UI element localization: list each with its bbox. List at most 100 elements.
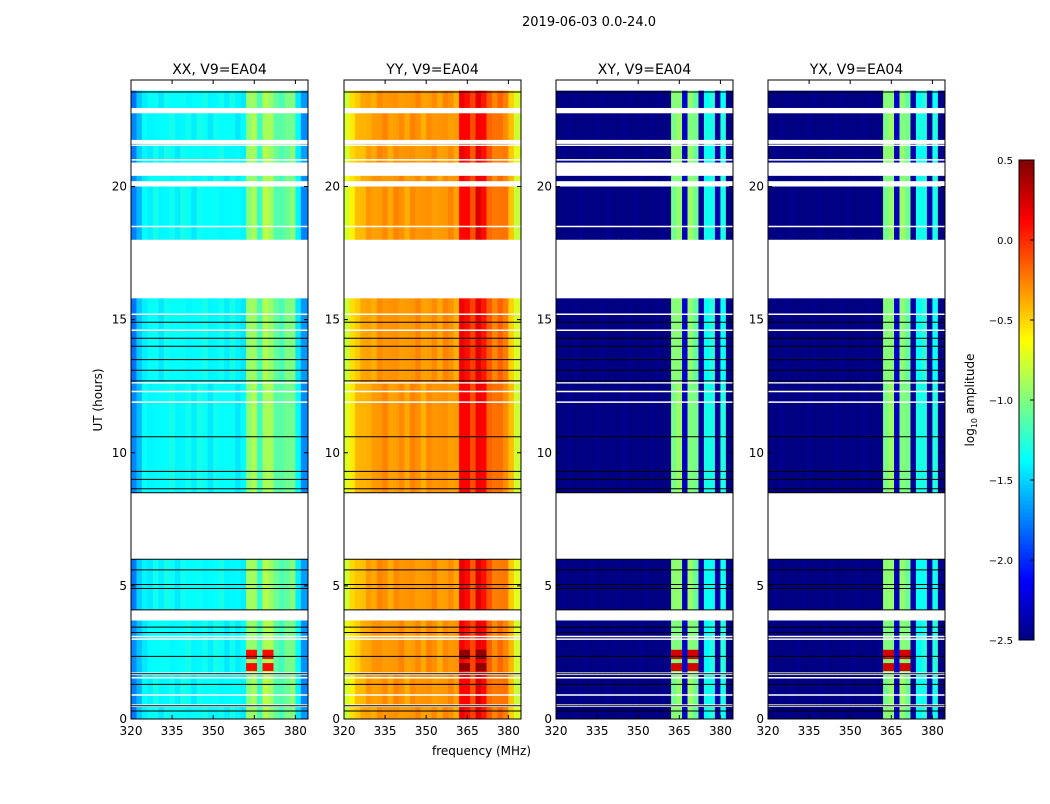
heatmap-cell (371, 675, 378, 705)
heatmap-cell (883, 113, 889, 140)
heatmap-cell (833, 620, 840, 673)
heatmap-cell (349, 175, 356, 182)
heatmap-cell (583, 707, 590, 719)
heatmap-cell (420, 383, 427, 493)
heatmap-cell (671, 675, 677, 705)
heatmap-cell (262, 620, 269, 673)
heatmap-cell-event (464, 649, 471, 660)
heatmap-cell (464, 186, 471, 240)
heatmap-cell (561, 675, 568, 705)
heatmap-cell (251, 175, 258, 182)
heatmap-cell (431, 298, 438, 383)
heatmap-cell (246, 707, 252, 719)
heatmap-cell (273, 90, 280, 108)
x-tick-label: 335 (586, 724, 609, 738)
heatmap-cell (768, 90, 774, 108)
colorbar-segment (1019, 252, 1034, 257)
heatmap-cell (387, 620, 394, 673)
heatmap-cell (921, 620, 928, 673)
heatmap-cell (800, 707, 807, 719)
heatmap-cell (470, 113, 476, 140)
heatmap-cell (398, 175, 405, 182)
heatmap-cell (180, 186, 187, 240)
heatmap-cell (295, 298, 302, 383)
colorbar-segment (1019, 552, 1034, 557)
heatmap-cell (605, 675, 612, 705)
heatmap-cell (147, 90, 154, 108)
heatmap-cell (257, 113, 263, 140)
heatmap-cell (833, 383, 840, 493)
heatmap-cell (910, 383, 917, 493)
colorbar-segment (1019, 304, 1034, 309)
heatmap-cell (158, 298, 165, 383)
heatmap-cell (894, 90, 900, 108)
colorbar-segment (1019, 592, 1034, 597)
heatmap-cell (371, 113, 378, 140)
heatmap-cell (660, 186, 666, 240)
heatmap-cell (833, 675, 840, 705)
heatmap-cell (627, 383, 634, 493)
heatmap-cell (431, 707, 438, 719)
heatmap-cell (437, 707, 444, 719)
heatmap-cell (344, 143, 350, 163)
heatmap-cell (470, 675, 476, 705)
heatmap-cell (191, 707, 198, 719)
heatmap-cell (464, 707, 471, 719)
heatmap-cell (904, 143, 911, 163)
heatmap-cell (371, 186, 378, 240)
heatmap-cell (448, 113, 454, 140)
heatmap-cell (442, 383, 449, 493)
heatmap-cell (894, 620, 900, 673)
heatmap-cell (632, 113, 639, 140)
heatmap-cell (246, 383, 252, 493)
heatmap-cell (720, 620, 727, 673)
heatmap-cell (191, 675, 198, 705)
colorbar-segment (1019, 628, 1034, 633)
heatmap-cell (844, 113, 851, 140)
heatmap-cell (638, 143, 645, 163)
heatmap-cell (459, 707, 465, 719)
heatmap-cell (354, 298, 361, 383)
heatmap-cell (235, 186, 241, 240)
heatmap-cell (616, 620, 623, 673)
heatmap-cell (513, 298, 522, 383)
heatmap-cell (169, 620, 176, 673)
heatmap-cell (431, 113, 438, 140)
heatmap-cell (513, 707, 522, 719)
colorbar-segment (1019, 392, 1034, 397)
heatmap-cell (784, 113, 791, 140)
heatmap-cell (572, 383, 579, 493)
heatmap-cell (583, 675, 590, 705)
heatmap-cell (354, 143, 361, 163)
heatmap-cell (448, 383, 454, 493)
heatmap-cell (789, 90, 796, 108)
heatmap-cell (207, 143, 214, 163)
heatmap-cell (169, 298, 176, 383)
heatmap-cell (486, 298, 493, 383)
heatmap-cell (136, 620, 143, 673)
heatmap-cell (191, 113, 198, 140)
heatmap-cell (470, 186, 476, 240)
heatmap-cell (354, 620, 361, 673)
heatmap-cell (442, 90, 449, 108)
heatmap-cell (778, 143, 785, 163)
colorbar-segment (1019, 324, 1034, 329)
heatmap-cell (480, 113, 487, 140)
x-tick-label: 380 (921, 724, 944, 738)
heatmap-cell (682, 143, 688, 163)
heatmap-cell (877, 298, 884, 383)
heatmap-cell (442, 186, 449, 240)
heatmap-cell (207, 298, 214, 383)
heatmap-cell (632, 298, 639, 383)
heatmap-cell (278, 298, 285, 383)
heatmap-cell (344, 707, 350, 719)
heatmap-cell (932, 620, 939, 673)
heatmap-cell (229, 675, 236, 705)
heatmap-cell (566, 298, 573, 383)
colorbar-segment (1019, 400, 1034, 405)
heatmap-cell (660, 620, 666, 673)
heatmap-cell (866, 143, 873, 163)
heatmap-cell (904, 675, 911, 705)
heatmap-cell (257, 143, 263, 163)
heatmap-cell (828, 383, 835, 493)
